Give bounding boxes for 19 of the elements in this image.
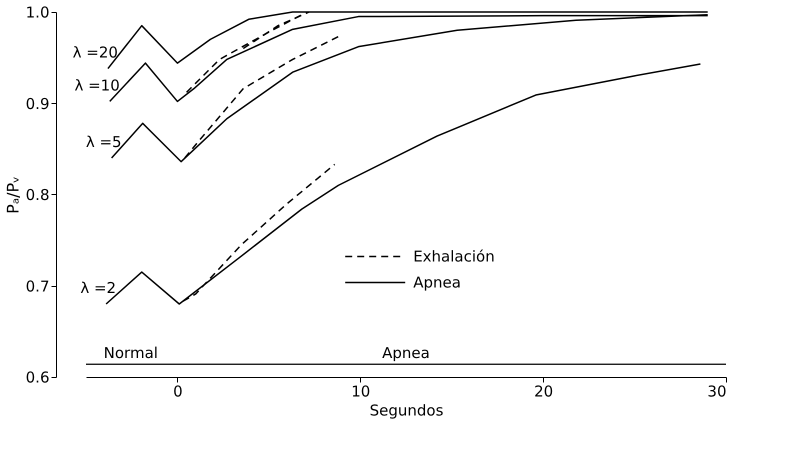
x-tick-label: 0 [173, 382, 183, 400]
y-tick-label: 0.7 [26, 277, 50, 296]
y-axis-title: Pₐ/Pᵥ [4, 176, 23, 214]
x-tick-label: 20 [534, 382, 554, 400]
x-tick-label: 30 [707, 382, 726, 400]
y-tick-label: 1.0 [26, 4, 50, 22]
annotation: λ =2 [80, 279, 116, 297]
annotation: λ =20 [72, 44, 118, 62]
annotation: λ =10 [74, 76, 120, 94]
legend-label: Exhalación [413, 248, 495, 266]
annotation: Normal [104, 344, 158, 362]
y-tick-label: 0.6 [26, 368, 50, 386]
x-axis-title: Segundos [370, 402, 444, 420]
x-tick-label: 10 [351, 382, 370, 400]
legend-label: Apnea [413, 274, 461, 292]
annotation: Apnea [382, 344, 430, 362]
y-tick-label: 0.8 [26, 186, 50, 204]
annotation: λ =5 [86, 133, 122, 151]
y-tick-label: 0.9 [26, 94, 50, 113]
